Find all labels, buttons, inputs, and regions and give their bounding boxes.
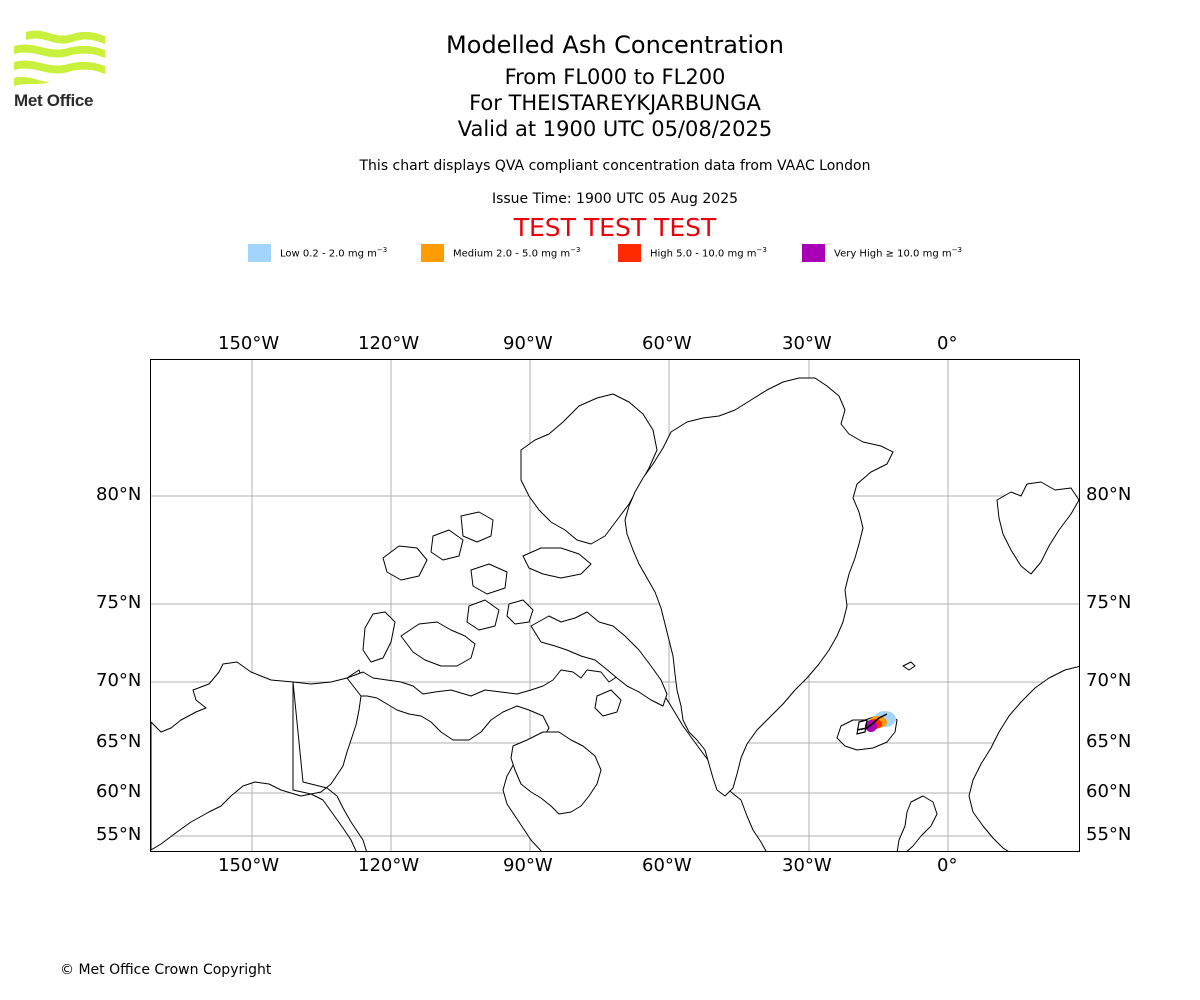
- volcano-marker-line: [856, 713, 888, 731]
- lon-label-top-90w: 90°W: [503, 333, 553, 354]
- coast-queen-elizabeth-islands-3: [382, 545, 428, 581]
- lat-label-left-55n: 55°N: [96, 824, 142, 845]
- lat-label-right-60n: 60°N: [1086, 781, 1132, 802]
- coast-british-isles: [896, 795, 938, 851]
- legend-label-very-high: Very High ≥ 10.0 mg m−3: [834, 246, 962, 260]
- ash-cloud: [856, 711, 896, 735]
- map-canvas: [151, 360, 1079, 851]
- met-office-logo-waves-icon: [14, 30, 105, 86]
- lon-label-bottom-30w: 30°W: [782, 855, 832, 876]
- lat-label-left-80n: 80°N: [96, 484, 142, 505]
- lat-label-left-65n: 65°N: [96, 731, 142, 752]
- lon-label-bottom-150w: 150°W: [218, 855, 280, 876]
- volcano-name: For THEISTAREYKJARBUNGA: [469, 91, 761, 115]
- met-office-logo: Met Office: [14, 30, 114, 112]
- coast-scandinavia: [968, 665, 1079, 851]
- coast-baffin: [530, 611, 668, 707]
- coast-queen-elizabeth-islands-1: [460, 511, 494, 543]
- legend-label-high: High 5.0 - 10.0 mg m−3: [650, 246, 767, 260]
- valid-time: Valid at 1900 UTC 05/08/2025: [457, 117, 773, 141]
- test-banner: TEST TEST TEST: [513, 213, 717, 242]
- legend-item-high: High 5.0 - 10.0 mg m−3: [618, 244, 767, 262]
- lon-label-top-150w: 150°W: [218, 333, 280, 354]
- coastlines: [151, 377, 1079, 851]
- issue-time: Issue Time: 1900 UTC 05 Aug 2025: [491, 191, 739, 207]
- coast-jan-mayen: [902, 661, 916, 671]
- chart-title: Modelled Ash Concentration: [446, 31, 784, 59]
- lat-label-left-70n: 70°N: [96, 670, 142, 691]
- lat-label-right-70n: 70°N: [1086, 670, 1132, 691]
- volcano-marker-icon: [856, 719, 868, 735]
- lat-label-left-60n: 60°N: [96, 781, 142, 802]
- legend-label-medium: Medium 2.0 - 5.0 mg m−3: [453, 246, 581, 260]
- lon-label-top-0: 0°: [937, 333, 958, 354]
- coast-banks-island: [362, 611, 396, 663]
- legend-item-low: Low 0.2 - 2.0 mg m−3: [248, 244, 387, 262]
- coast-greenland: [624, 377, 894, 797]
- lat-label-right-80n: 80°N: [1086, 484, 1132, 505]
- logo-text: Met Office: [14, 91, 94, 110]
- coast-hudson-bay: [510, 731, 602, 815]
- lat-label-right-65n: 65°N: [1086, 731, 1132, 752]
- map-panel[interactable]: [150, 359, 1080, 852]
- coast-queen-elizabeth-islands-2: [430, 529, 464, 561]
- lon-label-bottom-120w: 120°W: [358, 855, 420, 876]
- copyright-text: © Met Office Crown Copyright: [60, 962, 272, 978]
- lon-label-top-30w: 30°W: [782, 333, 832, 354]
- coast-victoria-island: [400, 621, 476, 667]
- lon-label-top-60w: 60°W: [642, 333, 692, 354]
- legend-label-low: Low 0.2 - 2.0 mg m−3: [280, 246, 388, 260]
- flight-levels: From FL000 to FL200: [504, 65, 726, 89]
- lon-label-bottom-0: 0°: [937, 855, 958, 876]
- chart-subtitle: This chart displays QVA compliant concen…: [359, 158, 871, 174]
- coast-queen-elizabeth-islands-4: [470, 563, 508, 595]
- lat-label-right-55n: 55°N: [1086, 824, 1132, 845]
- legend-swatch-medium: [421, 244, 444, 262]
- lat-label-left-75n: 75°N: [96, 592, 142, 613]
- coast-yukon: [292, 681, 367, 851]
- coast-alaska: [151, 661, 364, 851]
- legend-item-very-high: Very High ≥ 10.0 mg m−3: [802, 244, 962, 262]
- lat-label-right-75n: 75°N: [1086, 592, 1132, 613]
- legend-item-medium: Medium 2.0 - 5.0 mg m−3: [421, 244, 580, 262]
- coast-somerset: [506, 599, 534, 625]
- coast-prince-of-wales: [466, 599, 500, 631]
- lon-label-bottom-60w: 60°W: [642, 855, 692, 876]
- coast-devon-island: [522, 547, 592, 579]
- coast-southampton: [594, 689, 622, 717]
- legend-swatch-low: [248, 244, 271, 262]
- legend-swatch-very-high: [802, 244, 825, 262]
- coast-svalbard: [996, 481, 1079, 575]
- legend-swatch-high: [618, 244, 641, 262]
- lon-label-top-120w: 120°W: [358, 333, 420, 354]
- lon-label-bottom-90w: 90°W: [503, 855, 553, 876]
